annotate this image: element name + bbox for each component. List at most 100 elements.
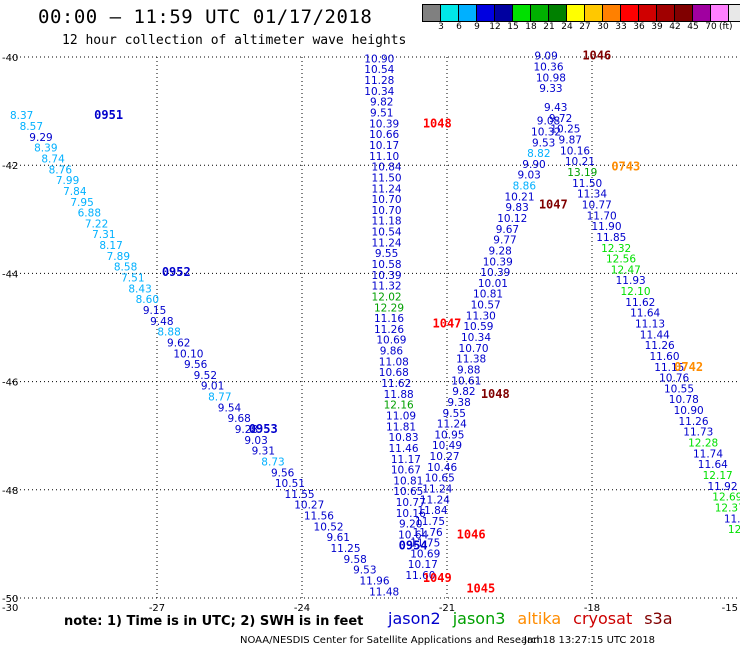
- wave-height-point: 9.52: [194, 370, 217, 382]
- wave-height-point: 11.24: [420, 494, 450, 506]
- legend-entry-altika: altika: [517, 609, 562, 628]
- wave-height-point: 8.43: [128, 283, 151, 295]
- wave-height-point: 10.78: [669, 394, 699, 406]
- color-scale-tick-label: 45: [687, 22, 699, 32]
- color-scale-bar: [422, 4, 740, 22]
- wave-height-point: 10.84: [372, 162, 402, 174]
- wave-height-point: 9.55: [375, 248, 398, 260]
- color-scale-tick-label: 3: [438, 22, 444, 32]
- wave-height-point: 10.67: [391, 465, 421, 477]
- color-swatch: [711, 5, 729, 21]
- pass-time-label: 0953: [249, 422, 278, 436]
- wave-height-point: 12.17: [703, 470, 733, 482]
- x-tick-label: -18: [584, 603, 600, 614]
- color-swatch: [693, 5, 711, 21]
- wave-height-point: 11.13: [635, 319, 665, 331]
- wave-height-point: 10.39: [372, 270, 402, 282]
- wave-height-point: 10.83: [388, 432, 418, 444]
- wave-height-point: 11.46: [388, 443, 418, 455]
- wave-height-point: 10.65: [425, 473, 455, 485]
- wave-height-point: 8.17: [99, 240, 122, 252]
- pass-time-label: 1046: [457, 527, 486, 541]
- wave-height-point: 11.60: [649, 351, 679, 363]
- pass-time-label: 1049: [423, 571, 452, 585]
- wave-height-point: 10.51: [275, 478, 305, 490]
- wave-height-point: 11.17: [391, 454, 421, 466]
- pass-time-label: 0952: [162, 265, 191, 279]
- color-swatch: [729, 5, 740, 21]
- wave-height-point: 10.77: [582, 199, 612, 211]
- wave-height-point: 11.25: [330, 543, 360, 555]
- wave-height-point: 11.90: [591, 221, 621, 233]
- color-swatch: [675, 5, 693, 21]
- color-swatch: [603, 5, 621, 21]
- wave-height-point: 9.31: [252, 446, 275, 458]
- color-swatch: [621, 5, 639, 21]
- color-swatch: [441, 5, 459, 21]
- color-swatch: [639, 5, 657, 21]
- wave-height-point: 10.54: [364, 64, 394, 76]
- wave-height-point: 11.84: [417, 505, 447, 517]
- wave-height-point: 9.15: [143, 305, 166, 317]
- y-tick-label: -42: [2, 161, 18, 172]
- wave-height-point: 8.86: [513, 181, 537, 193]
- wave-height-point: 10.27: [294, 500, 324, 512]
- wave-height-point: 11.64: [698, 459, 728, 471]
- wave-height-point: 11.50: [572, 178, 602, 190]
- wave-height-point: 11.50: [372, 172, 402, 184]
- wave-height-point: 9.48: [150, 316, 173, 328]
- x-tick-label: -24: [294, 603, 310, 614]
- legend-entry-jason3: jason3: [452, 609, 506, 628]
- pass-time-label: 0954: [399, 538, 428, 552]
- wave-height-point: 11.: [724, 513, 740, 525]
- wave-height-point: 9.28: [488, 245, 511, 257]
- wave-height-point: 9.29: [29, 132, 52, 144]
- chart-subtitle: 12 hour collection of altimeter wave hei…: [62, 33, 407, 48]
- footnote: note: 1) Time is in UTC; 2) SWH is in fe…: [64, 614, 364, 629]
- legend-entry-jason2: jason2: [388, 609, 441, 628]
- color-scale-tick-label: 42: [669, 22, 681, 32]
- wave-height-point: 10.70: [372, 194, 402, 206]
- wave-height-point: 8.37: [10, 110, 33, 122]
- wave-height-point: 10.39: [480, 267, 510, 279]
- wave-height-point: 12.10: [620, 286, 650, 298]
- color-scale-tick-label: 9: [474, 22, 480, 32]
- wave-height-point: 11.09: [386, 410, 416, 422]
- wave-height-point: 9.83: [505, 202, 528, 214]
- wave-height-point: 7.84: [63, 186, 87, 198]
- wave-height-point: 8.76: [49, 164, 73, 176]
- wave-height-point: 7.89: [107, 251, 130, 263]
- wave-height-point: 11.30: [466, 310, 496, 322]
- wave-height-point: 11.56: [304, 511, 334, 523]
- wave-height-point: 10.17: [408, 559, 438, 571]
- wave-height-point: 6.88: [78, 208, 101, 220]
- wave-height-point: 9.56: [271, 467, 295, 479]
- wave-height-point: 9.87: [559, 135, 582, 147]
- wave-height-point: 11.44: [640, 329, 670, 341]
- wave-height-point: 11.96: [359, 575, 389, 587]
- y-tick-label: -40: [2, 53, 18, 64]
- wave-height-point: 11.15: [654, 362, 684, 374]
- wave-height-point: 8.60: [136, 294, 159, 306]
- satellite-legend: jason2 jason3 altika cryosat s3a: [388, 609, 685, 628]
- wave-height-point: 8.82: [527, 148, 550, 160]
- wave-height-point: 11.28: [364, 75, 394, 87]
- wave-height-point: 11.81: [386, 421, 416, 433]
- color-swatch: [459, 5, 477, 21]
- wave-height-point: 10.69: [376, 335, 406, 347]
- wave-height-point: 9.82: [370, 97, 393, 109]
- wave-height-point: 10.90: [364, 53, 394, 65]
- color-scale-tick-label: 18: [525, 22, 537, 32]
- wave-height-point: 8.88: [157, 327, 180, 339]
- wave-height-point: 11.64: [630, 308, 660, 320]
- wave-height-point: 11.92: [707, 481, 737, 493]
- wave-height-point: 9.20: [399, 519, 422, 531]
- wave-height-point: 10.98: [536, 72, 566, 84]
- pass-time-label: 1047: [539, 197, 568, 211]
- color-swatch: [549, 5, 567, 21]
- wave-height-point: 11.48: [369, 586, 399, 598]
- wave-height-point: 9.68: [227, 413, 250, 425]
- wave-height-point: 10.17: [369, 140, 399, 152]
- wave-height-point: 9.56: [184, 359, 208, 371]
- wave-height-point: 7.99: [56, 175, 79, 187]
